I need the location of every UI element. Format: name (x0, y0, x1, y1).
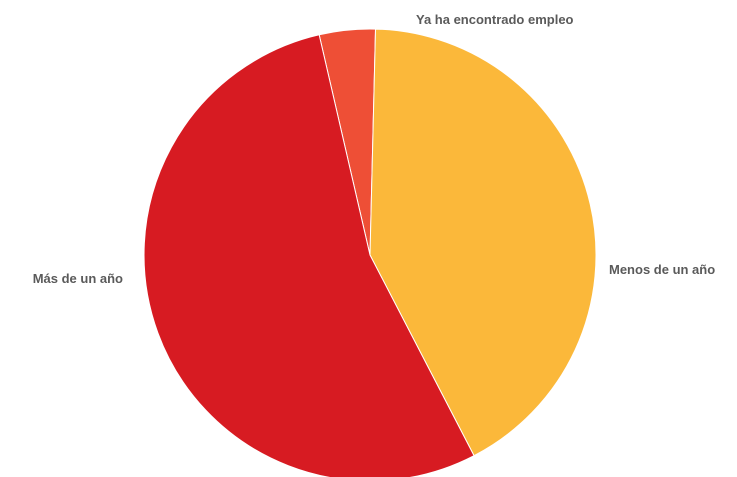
slice-label-menos-de-un-ano: Menos de un año (609, 262, 715, 277)
pie-slice-menos-de-un-ano (369, 28, 597, 457)
pie-slice-mas-de-un-ano (143, 34, 475, 477)
pie-labels: Ya ha encontrado empleo Menos de un año … (33, 12, 716, 286)
pie-slices (143, 28, 597, 477)
slice-label-ya-ha-encontrado-empleo: Ya ha encontrado empleo (416, 12, 574, 27)
slice-label-mas-de-un-ano: Más de un año (33, 271, 123, 286)
